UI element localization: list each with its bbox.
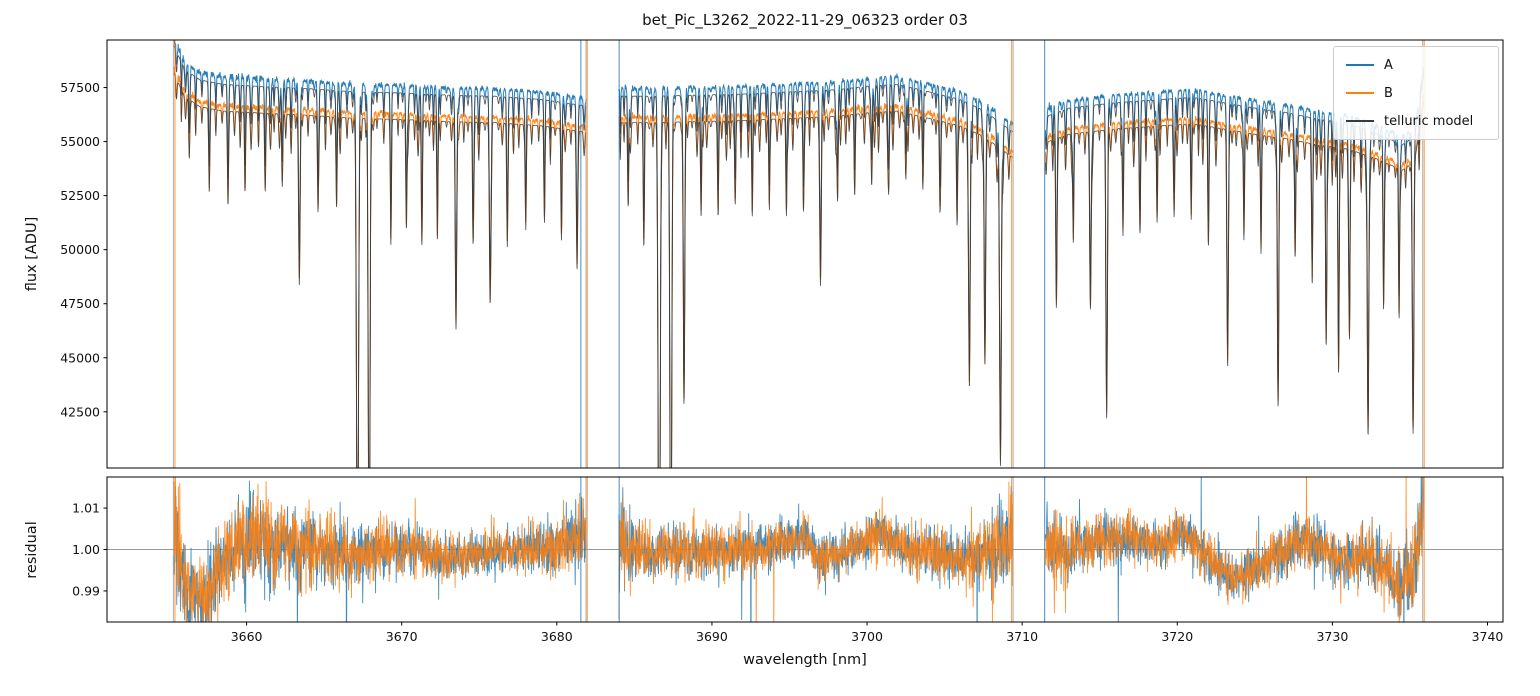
- svg-text:42500: 42500: [60, 404, 100, 419]
- svg-text:3710: 3710: [1006, 629, 1038, 644]
- flux-axis-label: flux [ADU]: [24, 216, 40, 292]
- svg-text:3740: 3740: [1472, 629, 1504, 644]
- svg-text:3680: 3680: [541, 629, 573, 644]
- legend-entry: A: [1346, 54, 1486, 76]
- legend-line-swatch: [1346, 120, 1374, 122]
- svg-text:3730: 3730: [1316, 629, 1348, 644]
- svg-text:3660: 3660: [231, 629, 263, 644]
- svg-text:47500: 47500: [60, 296, 100, 311]
- svg-text:45000: 45000: [60, 350, 100, 365]
- legend-entry: B: [1346, 82, 1486, 104]
- svg-text:1.01: 1.01: [72, 501, 100, 516]
- svg-text:1.00: 1.00: [72, 542, 100, 557]
- residual-axis-label: residual: [24, 521, 40, 579]
- legend-label: B: [1384, 85, 1393, 101]
- svg-text:3670: 3670: [386, 629, 418, 644]
- x-axis-label: wavelength [nm]: [743, 652, 867, 668]
- legend-label: A: [1384, 57, 1393, 73]
- legend-label: telluric model: [1384, 113, 1474, 129]
- svg-text:3720: 3720: [1161, 629, 1193, 644]
- legend-line-swatch: [1346, 64, 1374, 66]
- svg-text:3700: 3700: [851, 629, 883, 644]
- svg-text:55000: 55000: [60, 134, 100, 149]
- svg-text:0.99: 0.99: [72, 583, 100, 598]
- svg-text:3690: 3690: [696, 629, 728, 644]
- svg-text:50000: 50000: [60, 242, 100, 257]
- legend-entry: telluric model: [1346, 110, 1486, 132]
- svg-text:57500: 57500: [60, 80, 100, 95]
- svg-text:52500: 52500: [60, 188, 100, 203]
- chart-title: bet_Pic_L3262_2022-11-29_06323 order 03: [642, 11, 968, 29]
- legend-line-swatch: [1346, 92, 1374, 94]
